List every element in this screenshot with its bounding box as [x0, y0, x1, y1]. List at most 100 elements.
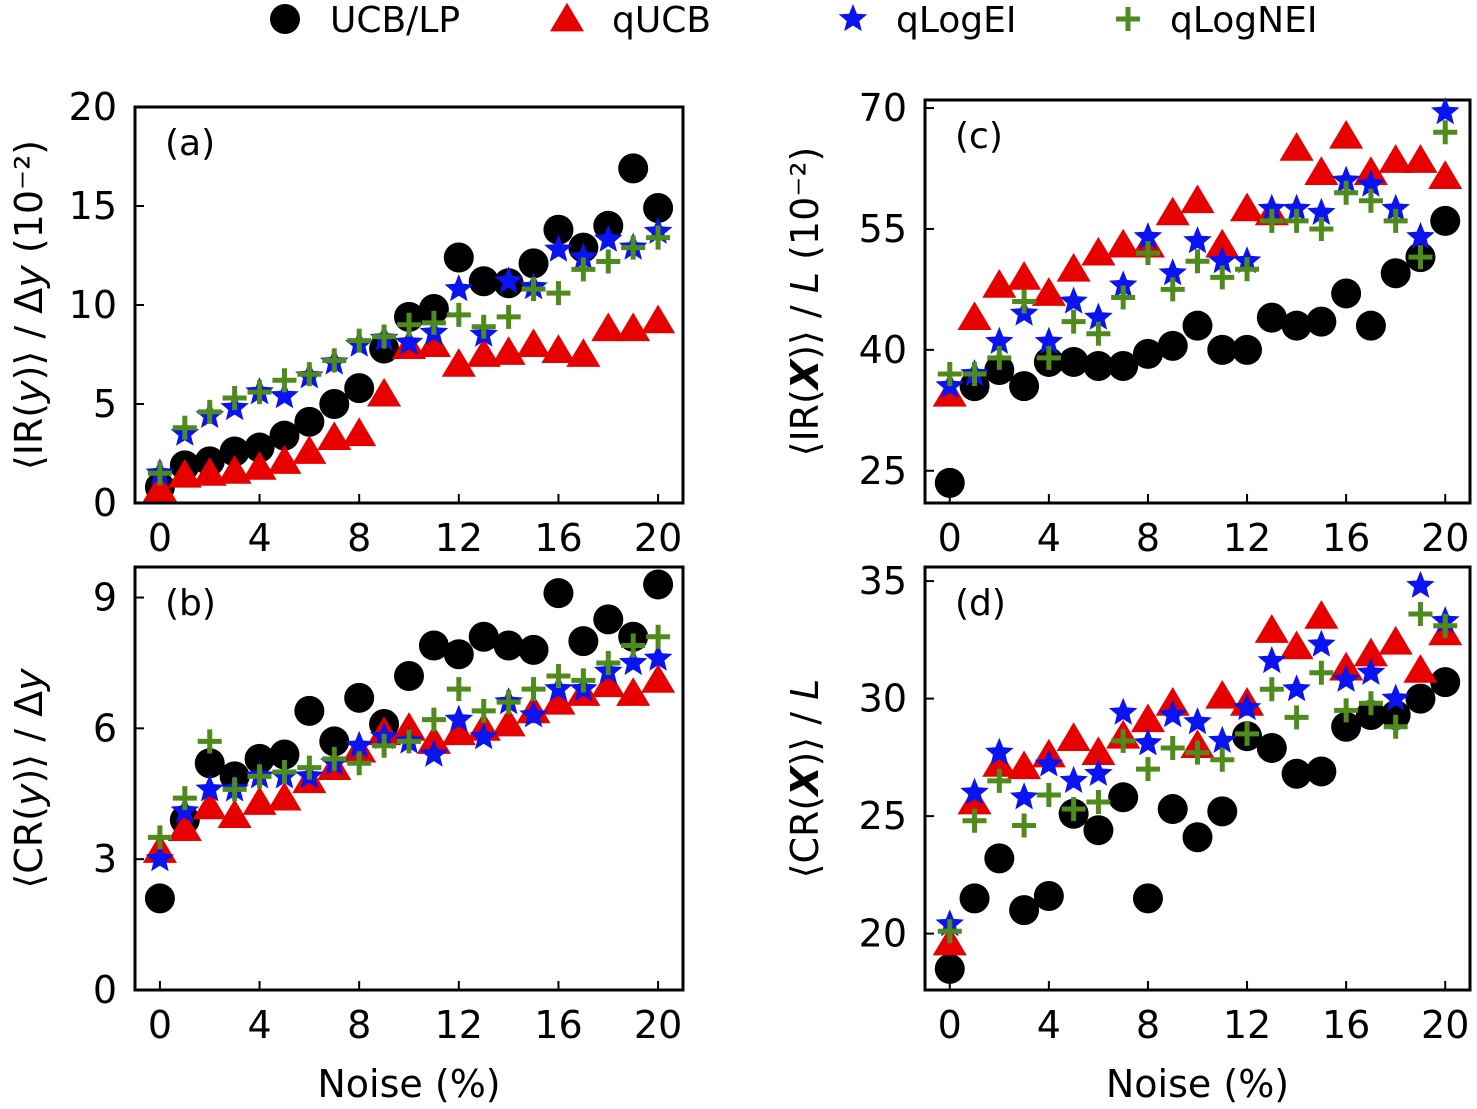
data-point-qlogei [419, 739, 449, 767]
data-point-qlogei [1108, 270, 1138, 298]
data-point-ucb_lp [1083, 815, 1114, 846]
data-point-qlognei [347, 328, 372, 353]
data-point-qucb [541, 334, 576, 363]
data-point-ucb_lp [1207, 796, 1238, 827]
data-point-qucb [192, 790, 227, 820]
data-point-qucb [541, 685, 576, 715]
legend-item-ucb_lp: UCB/LP [270, 0, 460, 41]
data-point-qlognei [1284, 705, 1309, 730]
data-point-qlogei [1034, 326, 1064, 354]
data-point-qlognei [646, 624, 671, 649]
data-point-ucb_lp [418, 630, 449, 661]
data-point-ucb_lp [1083, 350, 1114, 381]
data-point-qlogei [1307, 629, 1336, 657]
data-point-qucb [267, 445, 302, 474]
x-tick-label: 20 [634, 1003, 682, 1047]
data-point-qlogei [1381, 683, 1410, 711]
data-point-qlognei [1185, 740, 1210, 765]
data-point-qucb [1205, 679, 1240, 709]
y-axis-label: ⟨IR(X)⟩ / L (10⁻²) [783, 147, 827, 457]
data-point-ucb_lp [1033, 881, 1064, 911]
data-point-qucb [1007, 750, 1042, 780]
data-point-qlogei [594, 224, 623, 252]
data-point-qlognei [397, 729, 421, 754]
data-point-qucb [982, 748, 1017, 777]
x-tick-label: 0 [148, 516, 172, 560]
data-point-ucb_lp [1331, 278, 1362, 309]
y-axis-label: ⟨IR(y)⟩ / Δy (10⁻²) [7, 140, 51, 470]
x-axis-label: Noise (%) [1106, 1062, 1289, 1106]
data-point-qucb [1031, 277, 1066, 306]
y-tick-label: 20 [69, 85, 117, 129]
data-point-qlogei [1232, 693, 1262, 721]
data-point-qlognei [1334, 698, 1359, 723]
data-point-qucb [317, 421, 352, 451]
data-point-qlognei [247, 764, 272, 789]
data-point-qlogei [1059, 765, 1088, 793]
data-point-ucb_lp [959, 883, 990, 914]
data-point-qlognei [937, 362, 962, 387]
data-point-qucb [591, 312, 626, 342]
data-point-ucb_lp [593, 604, 624, 635]
x-tick-label: 0 [938, 516, 962, 560]
data-point-qlogei [394, 327, 424, 355]
x-tick-label: 8 [347, 516, 371, 560]
data-point-qlognei [1334, 180, 1359, 205]
data-point-qlogei [145, 844, 175, 872]
data-point-qlognei [272, 368, 297, 393]
data-point-qlognei [471, 698, 496, 723]
data-point-qlognei [571, 257, 596, 282]
data-point-qlogei [569, 242, 598, 270]
data-point-qlognei [987, 345, 1012, 370]
data-point-qlognei [1408, 245, 1433, 270]
data-point-qlognei [1012, 813, 1037, 838]
data-point-qlognei [1086, 790, 1111, 814]
data-point-ucb_lp [1380, 258, 1411, 289]
data-point-qlogei [1307, 197, 1336, 225]
x-tick-label: 4 [247, 516, 271, 560]
x-tick-label: 8 [347, 1003, 371, 1047]
legend-label-ucb_lp: UCB/LP [330, 0, 460, 41]
data-point-ucb_lp [1132, 883, 1163, 914]
series-qlognei [937, 120, 1458, 387]
data-point-qlogei [1034, 749, 1064, 777]
series-qucb [142, 304, 676, 502]
x-tick-label: 16 [1322, 516, 1370, 560]
data-point-qucb [1378, 625, 1413, 655]
y-tick-label: 40 [859, 328, 907, 372]
data-point-qucb [641, 304, 676, 334]
data-point-qucb [1329, 119, 1364, 149]
data-point-ucb_lp [319, 389, 350, 419]
panel-label: (c) [955, 116, 1003, 157]
legend-item-qlogei: qLogEI [838, 0, 1017, 41]
data-point-qucb [1180, 184, 1215, 214]
data-point-qlognei [621, 633, 646, 658]
data-point-qlognei [1036, 782, 1061, 807]
data-point-qlogei [1406, 570, 1435, 598]
data-point-qucb [466, 338, 501, 367]
data-point-qucb [217, 799, 252, 828]
data-point-ucb_lp [1108, 782, 1139, 813]
data-point-qlognei [1036, 345, 1061, 370]
data-point-qlognei [421, 310, 446, 335]
data-point-ucb_lp [568, 626, 599, 657]
legend-label-qlogei: qLogEI [896, 0, 1017, 41]
data-point-qlogei [1208, 725, 1237, 753]
data-point-qlognei [1012, 289, 1037, 314]
data-point-ucb_lp [518, 248, 549, 279]
data-point-qucb [167, 459, 202, 488]
data-point-ucb_lp [984, 355, 1015, 386]
data-point-qlogei [1406, 222, 1435, 250]
y-axis-label: ⟨CR(X)⟩ / L [783, 679, 827, 879]
data-point-qlognei [496, 304, 521, 329]
legend-label-qucb: qUCB [612, 0, 711, 41]
data-point-ucb_lp [1009, 371, 1040, 402]
data-point-qlognei [521, 277, 546, 302]
data-point-ucb_lp [1355, 310, 1386, 341]
data-point-qucb [416, 725, 451, 754]
data-point-qucb [1279, 630, 1314, 660]
data-point-qlognei [446, 677, 471, 702]
data-point-ucb_lp [493, 630, 524, 661]
data-point-qlogei [1356, 169, 1386, 197]
